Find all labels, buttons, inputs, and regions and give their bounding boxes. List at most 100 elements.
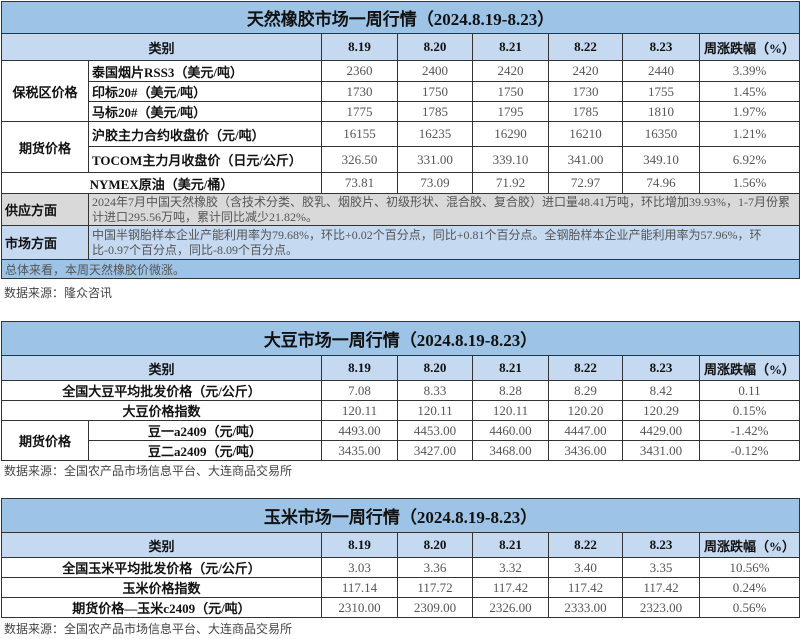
group-label: 保税区价格 [1,60,89,122]
value-cell: 2310.00 [321,597,398,618]
value-cell: 16350 [622,121,700,147]
value-cell: 117.42 [472,577,549,598]
row-label: NYMEX原油（美元/桶） [1,172,322,194]
change-cell: 0.11 [698,380,800,401]
header-category: 类别 [1,355,322,381]
change-cell: 1.21% [698,121,800,147]
value-cell: 3436.00 [548,440,623,461]
row-label: 全国大豆平均批发价格（元/公斤） [1,380,322,401]
header-date: 8.19 [321,33,398,61]
header-date: 8.23 [622,355,700,381]
value-cell: 1755 [622,81,700,102]
header-date: 8.22 [548,355,623,381]
rubber-table: 天然橡胶市场一周行情（2024.8.19-8.23） 类别 8.19 8.20 8.… [0,1,800,279]
value-cell: 1730 [548,81,623,102]
value-cell: 117.42 [548,577,623,598]
header-category: 类别 [1,532,322,558]
change-cell: 3.39% [698,60,800,82]
value-cell: 2420 [472,60,549,82]
header-date: 8.22 [548,532,623,558]
change-cell: 0.15% [698,400,800,421]
row-label: 期货价格—玉米c2409（元/吨） [1,597,322,618]
value-cell: 73.09 [397,172,473,194]
overall-summary: 总体来看，本周天然橡胶价微涨。 [0,259,800,279]
value-cell: 2326.00 [472,597,549,618]
value-cell: 73.81 [321,172,398,194]
value-cell: 74.96 [622,172,700,194]
change-cell: 0.56% [698,597,800,618]
value-cell: 3.36 [397,557,473,578]
header-date: 8.23 [622,33,700,61]
corn-source: 数据来源：全国农产品市场信息平台、大连商品交易所 [4,622,293,636]
header-row: 类别 8.19 8.20 8.21 8.22 8.23 周涨跌幅（%） [1,33,800,61]
corn-table: 玉米市场一周行情（2024.8.19-8.23） 类别 8.19 8.20 8.21… [0,498,800,618]
value-cell: 2309.00 [397,597,473,618]
market-row: 市场方面 中国半钢胎样本企业产能利用率为79.68%，环比+0.02个百分点，同… [1,225,800,260]
header-row: 类别 8.19 8.20 8.21 8.22 8.23 周涨跌幅（%） [1,532,800,558]
header-date: 8.20 [397,532,473,558]
header-date: 8.21 [472,355,549,381]
header-change: 周涨跌幅（%） [698,355,800,381]
rubber-title: 天然橡胶市场一周行情（2024.8.19-8.23） [0,1,800,34]
header-date: 8.23 [622,532,700,558]
change-cell: 1.97% [698,101,800,122]
row-label: 马标20#（美元/吨） [88,101,322,122]
header-change: 周涨跌幅（%） [698,33,800,61]
supply-label: 供应方面 [1,193,89,226]
value-cell: 1795 [472,101,549,122]
soybean-table: 大豆市场一周行情（2024.8.19-8.23） 类别 8.19 8.20 8.21… [0,321,800,461]
value-cell: 16235 [397,121,473,147]
value-cell: 1750 [472,81,549,102]
table-row: 印标20#（美元/吨） 1730 1750 1750 1730 1755 1.45% [2,81,800,102]
table-row: 全国大豆平均批发价格（元/公斤） 7.08 8.33 8.28 8.29 8.42 0.11 [1,380,800,401]
value-cell: 2333.00 [548,597,623,618]
header-category: 类别 [1,33,322,61]
table-row: 期货价格 沪胶主力合约收盘价（元/吨） 16155 16235 16290 16210 16… [1,121,800,173]
value-cell: 117.42 [622,577,700,598]
value-cell: 4453.00 [397,420,473,441]
value-cell: 341.00 [548,146,623,173]
row-label: 沪胶主力合约收盘价（元/吨） [88,121,322,147]
header-date: 8.19 [321,532,398,558]
row-label: 玉米价格指数 [1,577,322,598]
table-row: TOCOM主力月收盘价（日元/公斤） 326.50 331.00 339.10 341.… [2,146,800,173]
value-cell: 1750 [397,81,473,102]
value-cell: 72.97 [548,172,623,194]
table-row: 期货价格—玉米c2409（元/吨） 2310.00 2309.00 2326.00 23… [1,597,800,618]
table-row: 保税区价格 泰国烟片RSS3（美元/吨） 2360 2400 2420 2420 2440 3… [1,60,800,122]
value-cell: 120.20 [548,400,623,421]
header-date: 8.21 [472,532,549,558]
table-row: 全国玉米平均批发价格（元/公斤） 3.03 3.36 3.32 3.40 3.35 10.5… [1,557,800,578]
row-label: 豆一a2409（元/吨） [88,420,322,441]
supply-text: 2024年7月中国天然橡胶（含技术分类、胶乳、烟胶片、初级形状、混合胶、复合胶）… [87,193,800,226]
value-cell: 8.28 [472,380,549,401]
value-cell: 3.32 [472,557,549,578]
value-cell: 120.11 [472,400,549,421]
value-cell: 7.08 [321,380,398,401]
header-date: 8.20 [397,33,473,61]
value-cell: 2400 [397,60,473,82]
change-cell: -0.12% [698,440,800,461]
table-row: 豆二a2409（元/吨） 3435.00 3427.00 3468.00 3436.00… [2,440,800,461]
change-cell: -1.42% [698,420,800,441]
market-label: 市场方面 [1,225,89,260]
value-cell: 4460.00 [472,420,549,441]
value-cell: 1810 [622,101,700,122]
market-text: 中国半钢胎样本企业产能利用率为79.68%，环比+0.02个百分点，同比+0.8… [87,225,800,260]
value-cell: 339.10 [472,146,549,173]
table-row: 玉米价格指数 117.14 117.72 117.42 117.42 117.42 0.24… [1,577,800,598]
rubber-source: 数据来源：隆众咨讯 [4,286,113,300]
value-cell: 120.11 [397,400,473,421]
header-date: 8.22 [548,33,623,61]
header-date: 8.20 [397,355,473,381]
value-cell: 71.92 [472,172,549,194]
value-cell: 16210 [548,121,623,147]
value-cell: 16155 [321,121,398,147]
value-cell: 2420 [548,60,623,82]
value-cell: 1785 [397,101,473,122]
change-cell: 0.24% [698,577,800,598]
value-cell: 8.42 [622,380,700,401]
value-cell: 2360 [321,60,398,82]
value-cell: 8.33 [397,380,473,401]
value-cell: 3435.00 [321,440,398,461]
